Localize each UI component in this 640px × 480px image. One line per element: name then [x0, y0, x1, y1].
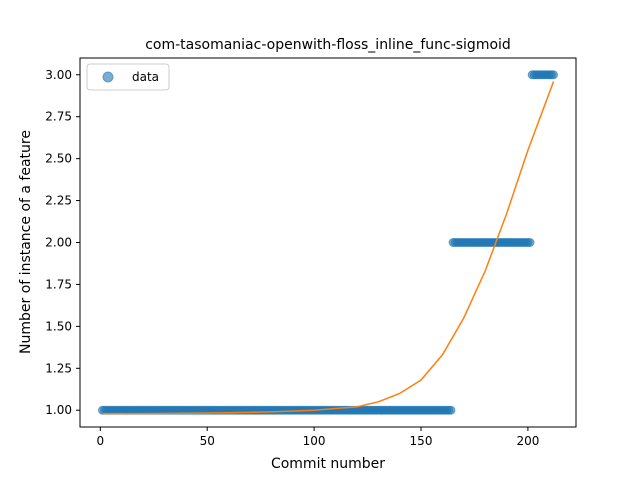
y-tick-label: 2.25 — [45, 194, 72, 208]
y-tick-label: 2.75 — [45, 110, 72, 124]
y-tick-label: 2.50 — [45, 152, 72, 166]
y-tick-label: 1.75 — [45, 277, 72, 291]
chart-title: com-tasomaniac-openwith-floss_inline_fun… — [145, 37, 511, 53]
data-point — [549, 70, 559, 80]
y-axis: 1.00 1.25 1.50 1.75 2.00 2.25 2.50 2.75 3.00 — [45, 68, 80, 417]
x-tick-label: 150 — [410, 434, 433, 448]
data-point — [446, 405, 456, 415]
legend-label-data: data — [132, 70, 159, 84]
legend-marker-data — [102, 71, 114, 83]
legend: data — [86, 63, 170, 91]
legend-box — [86, 63, 170, 91]
x-axis-label: Commit number — [271, 456, 385, 472]
data-point — [525, 238, 535, 247]
y-tick-label: 1.50 — [45, 319, 72, 333]
plot-area — [97, 70, 559, 415]
y-tick-label: 1.00 — [45, 403, 72, 417]
y-tick-label: 1.25 — [45, 361, 72, 375]
x-axis: 0 50 100 150 200 — [96, 427, 539, 448]
y-tick-label: 3.00 — [45, 68, 72, 82]
x-tick-label: 100 — [303, 434, 326, 448]
y-axis-label: Number of instance of a feature — [18, 130, 34, 354]
y-tick-label: 2.00 — [45, 236, 72, 250]
x-tick-label: 200 — [516, 434, 539, 448]
x-tick-label: 50 — [200, 434, 215, 448]
x-tick-label: 0 — [96, 434, 104, 448]
fit-line — [102, 81, 555, 415]
